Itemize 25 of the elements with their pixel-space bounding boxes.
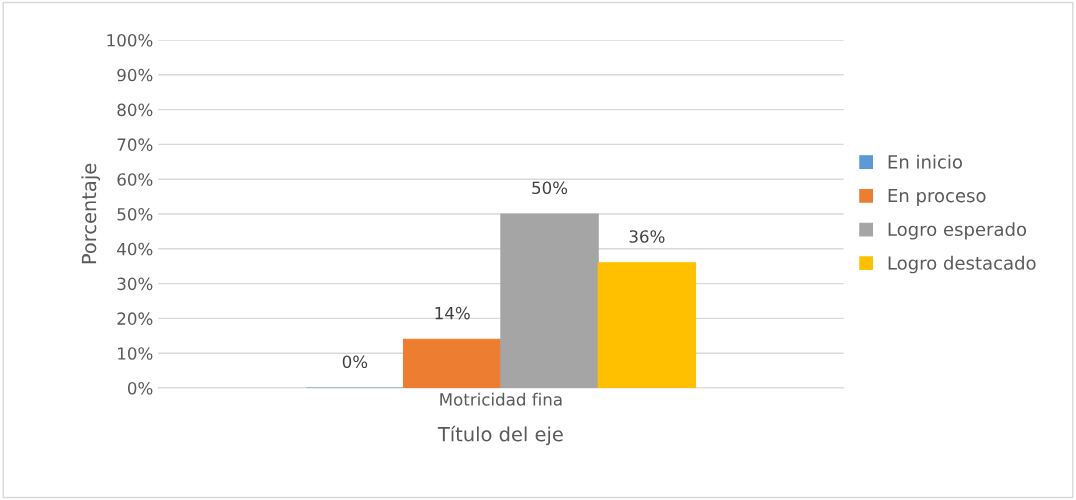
legend-label: En inicio — [888, 154, 962, 169]
bar — [402, 338, 502, 388]
y-tick-label: 100% — [107, 33, 153, 47]
y-axis-title: Porcentaje — [81, 163, 101, 264]
y-tick-label: 30% — [117, 277, 153, 291]
y-tick-label: 50% — [117, 207, 153, 221]
data-label: 36% — [629, 230, 665, 243]
legend-label: En proceso — [888, 188, 986, 206]
y-tick-label: 10% — [118, 347, 153, 360]
y-tick-label: 20% — [117, 312, 153, 325]
legend-label: Logro destacado — [888, 255, 1036, 274]
y-tick-label: 80% — [117, 103, 153, 117]
bar — [597, 262, 697, 388]
y-tick-label: 0% — [127, 381, 153, 395]
data-label: 14% — [435, 306, 470, 320]
y-tick-label: 40% — [117, 242, 153, 256]
y-tick-label: 60% — [117, 173, 153, 186]
data-label: 50% — [532, 181, 568, 195]
y-tick-label: 70% — [117, 138, 153, 151]
x-axis-title: Título del eje — [437, 425, 563, 446]
data-label: 0% — [342, 355, 368, 369]
bar — [500, 213, 599, 388]
x-tick-label: Motricidad fina — [440, 392, 562, 406]
y-tick-label: 90% — [117, 68, 153, 82]
legend-label: Logro esperado — [888, 222, 1027, 240]
